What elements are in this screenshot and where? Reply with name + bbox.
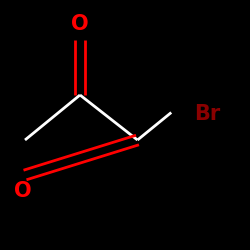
Text: O: O xyxy=(71,14,89,34)
Text: O: O xyxy=(14,181,31,201)
Text: Br: Br xyxy=(194,104,220,124)
